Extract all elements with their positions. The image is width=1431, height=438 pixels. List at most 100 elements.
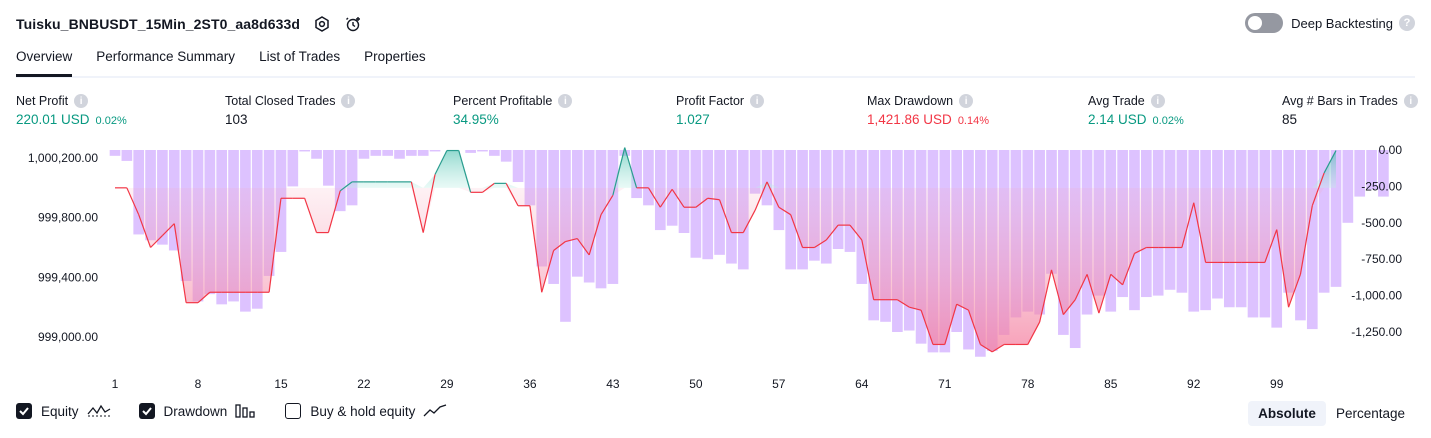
legend-buy-hold-equity[interactable]: Buy & hold equity [285, 403, 447, 419]
equity-line-segment [1323, 150, 1337, 174]
metric-net-profit: Net Profit i 220.01 USD 0.02% [16, 94, 127, 127]
info-icon[interactable]: i [558, 94, 573, 108]
metric-percent: 0.02% [1152, 115, 1184, 127]
right-axis-tick-label: -1,250.00 [1351, 325, 1402, 339]
equity-line-segment [897, 299, 910, 308]
equity-line-segment [1098, 274, 1112, 314]
drawdown-bar [394, 150, 405, 159]
legend-equity[interactable]: Equity [16, 403, 111, 419]
equity-line-segment [719, 199, 732, 233]
x-axis-tick-label: 8 [195, 377, 202, 391]
drawdown-bar [1271, 150, 1283, 328]
equity-line-segment [553, 241, 566, 251]
metric-value: 103 [225, 112, 248, 127]
drawdown-bar [109, 150, 121, 156]
metric-label: Profit Factor [676, 94, 745, 108]
equity-line-segment [1027, 321, 1041, 345]
info-icon[interactable]: i [750, 94, 765, 108]
equity-drawdown-chart[interactable]: 1,000,200.00 999,800.00 999,400.00 999,000.… [0, 140, 1431, 395]
equity-line-segment [1276, 229, 1290, 308]
tab-list-of-trades[interactable]: List of Trades [259, 49, 341, 64]
checkbox-checked-icon[interactable] [138, 403, 155, 419]
equity-line-segment [1074, 274, 1088, 300]
equity-line-segment [327, 190, 341, 233]
drawdown-bar [358, 150, 370, 159]
drawdown-bar [1354, 150, 1366, 197]
equity-line-segment [434, 150, 448, 175]
drawdown-bar [311, 150, 322, 159]
equity-line-segment [505, 183, 519, 207]
drawdown-bar [429, 150, 441, 152]
equity-line-segment [1193, 202, 1207, 263]
deep-backtesting-toggle[interactable] [1245, 13, 1284, 33]
equity-line-segment [967, 309, 981, 345]
equity-line-segment [1299, 205, 1313, 275]
drawdown-bar [643, 150, 654, 206]
equity-line-segment [339, 181, 353, 192]
equity-line-segment [1050, 269, 1064, 315]
gear-icon[interactable] [312, 14, 332, 34]
drawdown-bar [121, 150, 133, 161]
drawdown-bar [323, 150, 334, 186]
drawdown-bar [512, 150, 524, 183]
right-axis-tick-label: 0.00 [1379, 143, 1403, 157]
equity-line-segment [482, 182, 495, 193]
equity-line-segment [173, 223, 187, 303]
equity-line-segment [825, 224, 839, 241]
info-icon[interactable]: i [341, 94, 356, 108]
left-axis-tick-label: 999,000.00 [38, 330, 98, 344]
equity-line-segment [138, 214, 152, 248]
equity-line-segment [742, 209, 756, 233]
equity-line-segment [600, 194, 614, 215]
equity-line-segment [707, 197, 720, 201]
legend-label: Buy & hold equity [310, 403, 416, 419]
metric-value: 85 [1282, 112, 1298, 127]
checkbox-unchecked-icon[interactable] [285, 403, 302, 419]
drawdown-bar [489, 150, 500, 156]
absolute-button[interactable]: Absolute [1248, 401, 1326, 426]
legend-label: Drawdown [163, 403, 228, 419]
equity-line-segment [659, 188, 673, 208]
checkbox-checked-icon[interactable] [16, 403, 32, 419]
x-axis-tick-label: 78 [1021, 377, 1035, 391]
tab-overview[interactable]: Overview [16, 46, 73, 77]
equity-line-segment [197, 291, 211, 304]
equity-line-segment [647, 187, 661, 208]
drawdown-bar [417, 150, 429, 156]
metric-value: 1,421.86 USD [867, 112, 952, 127]
info-icon[interactable]: i [959, 94, 974, 108]
equity-line-segment [1264, 229, 1278, 263]
display-mode-switch: Absolute Percentage [1248, 401, 1415, 426]
equity-line-segment [612, 147, 626, 196]
left-axis-tick-label: 999,800.00 [38, 211, 98, 225]
metric-label: Avg # Bars in Trades [1282, 94, 1398, 108]
deep-backtesting-label: Deep Backtesting [1291, 15, 1393, 31]
percentage-button[interactable]: Percentage [1335, 406, 1405, 421]
metric-avg-trade: Avg Trade i 2.14 USD 0.02% [1088, 94, 1184, 127]
strategy-title: Tuisku_BNBUSDT_15Min_2ST0_aa8d633d [16, 16, 301, 32]
help-icon[interactable]: ? [1399, 15, 1415, 31]
info-icon[interactable]: i [1403, 94, 1418, 108]
x-axis-tick-label: 29 [440, 377, 454, 391]
equity-line-segment [1122, 253, 1136, 286]
metric-label: Percent Profitable [453, 94, 553, 108]
equity-line-segment [778, 206, 792, 216]
metric-profit-factor: Profit Factor i 1.027 [676, 94, 765, 127]
tab-properties[interactable]: Properties [364, 49, 426, 64]
drawdown-bar [1330, 150, 1342, 287]
deep-backtesting-control: Deep Backtesting ? [1245, 13, 1415, 33]
info-icon[interactable]: i [74, 94, 89, 108]
legend-drawdown[interactable]: Drawdown [138, 403, 258, 419]
equity-line-segment [814, 239, 827, 249]
equity-line-segment [1181, 202, 1195, 248]
right-axis-tick-label: -500.00 [1361, 216, 1402, 230]
equity-line-segment [1134, 246, 1147, 255]
tab-performance-summary[interactable]: Performance Summary [96, 49, 236, 64]
info-icon[interactable]: i [1150, 94, 1165, 108]
metric-label: Avg Trade [1088, 94, 1145, 108]
add-alert-icon[interactable] [344, 14, 364, 34]
drawdown-bar [406, 150, 417, 156]
metric-value: 1.027 [676, 112, 710, 127]
x-axis-tick-label: 1 [112, 377, 119, 391]
equity-line-segment [410, 181, 424, 233]
